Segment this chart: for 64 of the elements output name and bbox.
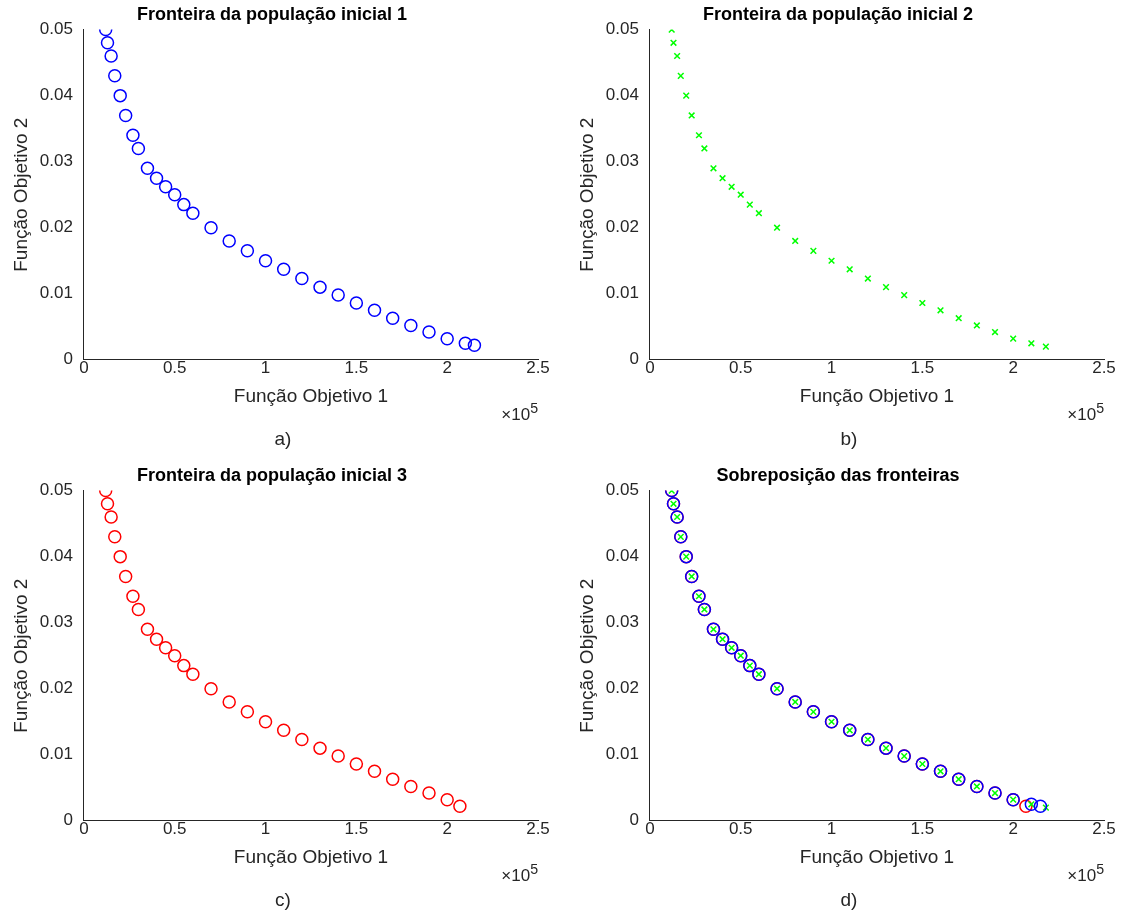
x-tick-label: 1 [260, 357, 271, 377]
x-axis-title: Função Objetivo 1 [799, 384, 955, 406]
text: ×10$^{5}$ [501, 400, 538, 425]
y-tick-label: 0.03 [39, 612, 73, 632]
x-tick-label: 0 [645, 818, 655, 838]
x-tick-label: 1 [826, 818, 837, 838]
x-tick-label: 2.5 [1092, 818, 1116, 838]
x-tick-label: 2 [1008, 818, 1018, 838]
chart-title: Fronteira da população inicial 2 [702, 3, 974, 24]
y-tick-label: 0.04 [605, 546, 639, 566]
y-tick-label: 0.04 [39, 85, 73, 105]
text: ×10$^{5}$ [1067, 861, 1104, 886]
x-axis-title: Função Objetivo 1 [233, 845, 389, 867]
x-tick-label: 1.5 [344, 357, 369, 377]
x-tick-label: 0.5 [728, 818, 753, 838]
y-tick-label: 0.05 [605, 19, 639, 39]
y-tick-label: 0.05 [39, 480, 73, 500]
x-tick-label: 0 [645, 357, 655, 377]
chart-title: Fronteira da população inicial 1 [136, 3, 408, 24]
x-tick-label: 2 [442, 818, 452, 838]
x-tick-label: 0.5 [728, 357, 753, 377]
y-tick-label: 0.03 [39, 151, 73, 171]
y-tick-label: 0.02 [605, 217, 639, 237]
x-axis-title: Função Objetivo 1 [799, 845, 955, 867]
x-tick-label: 1.5 [910, 818, 935, 838]
x-tick-label: 0.5 [162, 818, 187, 838]
x-tick-label: 2 [1008, 357, 1018, 377]
x-tick-label: 1.5 [344, 818, 369, 838]
y-axis-title: Função Objetivo 2 [575, 117, 597, 272]
y-tick-label: 0.03 [605, 151, 639, 171]
x-tick-label: 1 [260, 818, 271, 838]
y-tick-label: 0.05 [39, 19, 73, 39]
text: d) [839, 889, 859, 911]
y-axis-title: Função Objetivo 2 [9, 117, 31, 272]
y-tick-label: 0.04 [605, 85, 639, 105]
y-tick-label: 0.01 [605, 283, 639, 303]
text: ×10$^{5}$ [501, 861, 538, 886]
y-tick-label: 0.02 [605, 678, 639, 698]
x-tick-label: 2.5 [1092, 357, 1116, 377]
x-axis-title: Função Objetivo 1 [233, 384, 389, 406]
text: a) [273, 428, 293, 450]
x-tick-label: 1 [826, 357, 837, 377]
y-axis-title: Função Objetivo 2 [575, 578, 597, 733]
x-tick-label: 0 [79, 818, 89, 838]
x-tick-label: 1.5 [910, 357, 935, 377]
y-tick-label: 0.03 [605, 612, 639, 632]
x-tick-label: 2 [442, 357, 452, 377]
x-tick-label: 2.5 [526, 357, 550, 377]
text: ×10$^{5}$ [1067, 400, 1104, 425]
text: c) [274, 889, 292, 911]
x-tick-label: 0.5 [162, 357, 187, 377]
y-tick-label: 0.01 [39, 744, 73, 764]
chart-title: Sobreposição das fronteiras [716, 464, 960, 485]
y-axis-title: Função Objetivo 2 [9, 578, 31, 733]
y-tick-label: 0.04 [39, 546, 73, 566]
y-tick-label: 0.05 [605, 480, 639, 500]
y-tick-label: 0.02 [39, 217, 73, 237]
text: b) [839, 428, 859, 450]
x-tick-label: 0 [79, 357, 89, 377]
chart-title: Fronteira da população inicial 3 [136, 464, 408, 485]
x-tick-label: 2.5 [526, 818, 550, 838]
y-tick-label: 0.01 [39, 283, 73, 303]
y-tick-label: 0.01 [605, 744, 639, 764]
y-tick-label: 0.02 [39, 678, 73, 698]
